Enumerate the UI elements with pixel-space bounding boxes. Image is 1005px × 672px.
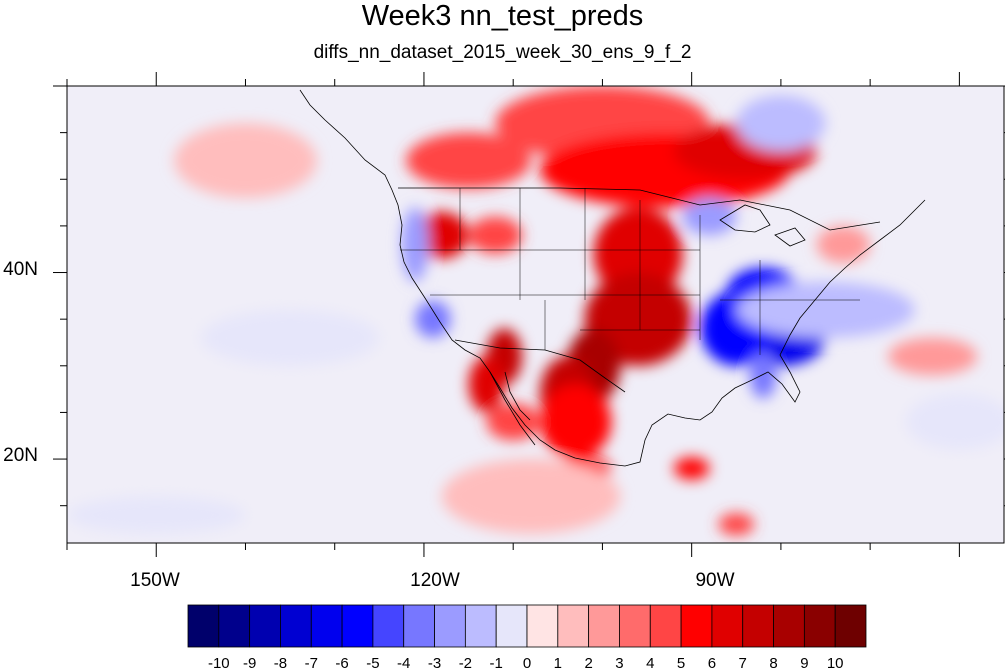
colorbar-swatch bbox=[280, 604, 312, 648]
colorbar-swatch bbox=[619, 604, 651, 648]
colorbar-swatch bbox=[680, 604, 713, 648]
field-blob-31 bbox=[441, 459, 621, 534]
colorbar-label: 5 bbox=[677, 655, 685, 672]
field-blob-32 bbox=[67, 496, 246, 534]
colorbar-swatch bbox=[218, 604, 251, 648]
field-blobs bbox=[67, 86, 1004, 536]
field-blob-30 bbox=[816, 225, 871, 264]
field-blob-22 bbox=[415, 300, 451, 338]
colorbar-swatch bbox=[249, 604, 281, 648]
colorbar-swatch bbox=[434, 604, 466, 648]
colorbar-label: -6 bbox=[335, 655, 348, 672]
colorbar-label: 9 bbox=[800, 655, 808, 672]
colorbar-label: -1 bbox=[490, 655, 503, 672]
great-lakes bbox=[719, 204, 806, 247]
field-blob-15 bbox=[673, 457, 710, 480]
axis-tick-labels: 150W 120W 90W 40N 20N bbox=[3, 259, 734, 591]
colorbar-swatch bbox=[495, 604, 528, 648]
map-subtitle: diffs_nn_dataset_2015_week_30_ens_9_f_2 bbox=[313, 42, 692, 63]
us-canada-border bbox=[398, 187, 881, 231]
y-tick-label-40n: 40N bbox=[3, 259, 38, 280]
field-blob-3 bbox=[406, 132, 532, 189]
colorbar-swatch bbox=[588, 604, 620, 648]
field-blob-26 bbox=[200, 309, 380, 366]
colorbar-label: 2 bbox=[584, 655, 592, 672]
colorbar-label: -4 bbox=[397, 655, 410, 672]
colorbar-swatch bbox=[526, 604, 559, 648]
colorbar-label: -9 bbox=[243, 655, 256, 672]
colorbar-label: 1 bbox=[554, 655, 562, 672]
colorbar-label: -7 bbox=[305, 655, 318, 672]
colorbar-swatch bbox=[834, 604, 867, 648]
field-blob-29 bbox=[887, 337, 978, 376]
state-borders bbox=[400, 188, 860, 355]
colorbar-label: -2 bbox=[459, 655, 472, 672]
colorbar-swatch bbox=[803, 604, 836, 648]
colorbar-swatch bbox=[341, 604, 374, 648]
colorbar-swatch bbox=[711, 604, 744, 648]
colorbar: -10 -9 -8 -7 -6 -5 -4 -3 -2 -1 0 1 2 3 4 5 6 7 8 9 10 bbox=[187, 604, 867, 672]
field-blob-25 bbox=[736, 95, 826, 152]
field-blob-20 bbox=[749, 351, 777, 399]
colorbar-label: 4 bbox=[646, 655, 654, 672]
field-blob-23 bbox=[736, 281, 915, 338]
map-frame bbox=[66, 85, 1005, 544]
colorbar-swatch bbox=[649, 604, 682, 648]
field-blob-28 bbox=[174, 123, 317, 198]
x-tick-label-120w: 120W bbox=[410, 570, 460, 591]
y-tick-label-20n: 20N bbox=[3, 445, 38, 466]
colorbar-label: 6 bbox=[708, 655, 716, 672]
x-tick-label-90w: 90W bbox=[695, 570, 734, 591]
field-blob-27 bbox=[905, 393, 1004, 450]
axis-ticks bbox=[53, 72, 1005, 557]
field-blob-11 bbox=[468, 356, 505, 413]
baja-coastline bbox=[489, 371, 536, 446]
colorbar-label: 7 bbox=[739, 655, 747, 672]
field-blob-21 bbox=[401, 207, 429, 282]
colorbar-swatch bbox=[464, 604, 497, 648]
colorbar-swatch bbox=[742, 604, 774, 648]
colorbar-label: 0 bbox=[523, 655, 531, 672]
colorbar-swatch bbox=[557, 604, 590, 648]
colorbar-label: -5 bbox=[366, 655, 379, 672]
field-blob-4 bbox=[415, 211, 469, 259]
map-title: Week3 nn_test_preds bbox=[361, 0, 644, 32]
north-america-coastline bbox=[299, 89, 926, 467]
us-mexico-border bbox=[454, 339, 626, 393]
field-blob-5 bbox=[468, 216, 523, 254]
coastlines-and-borders bbox=[299, 89, 926, 467]
colorbar-label: -10 bbox=[208, 655, 230, 672]
colorbar-swatch bbox=[187, 604, 220, 648]
field-blob-16 bbox=[718, 513, 755, 536]
colorbar-swatch bbox=[310, 604, 343, 648]
field-blob-13 bbox=[486, 403, 540, 441]
colorbar-label: -3 bbox=[428, 655, 441, 672]
colorbar-label: 10 bbox=[827, 655, 844, 672]
colorbar-swatch bbox=[403, 604, 435, 648]
field-blob-24 bbox=[682, 197, 737, 236]
colorbar-label: -8 bbox=[274, 655, 287, 672]
x-tick-label-150w: 150W bbox=[130, 570, 180, 591]
colorbar-label: 3 bbox=[615, 655, 623, 672]
temperature-diff-field bbox=[67, 86, 1004, 543]
colorbar-swatch bbox=[372, 604, 405, 648]
colorbar-swatch bbox=[773, 604, 805, 648]
colorbar-label: 8 bbox=[769, 655, 777, 672]
field-blob-12 bbox=[539, 384, 612, 460]
